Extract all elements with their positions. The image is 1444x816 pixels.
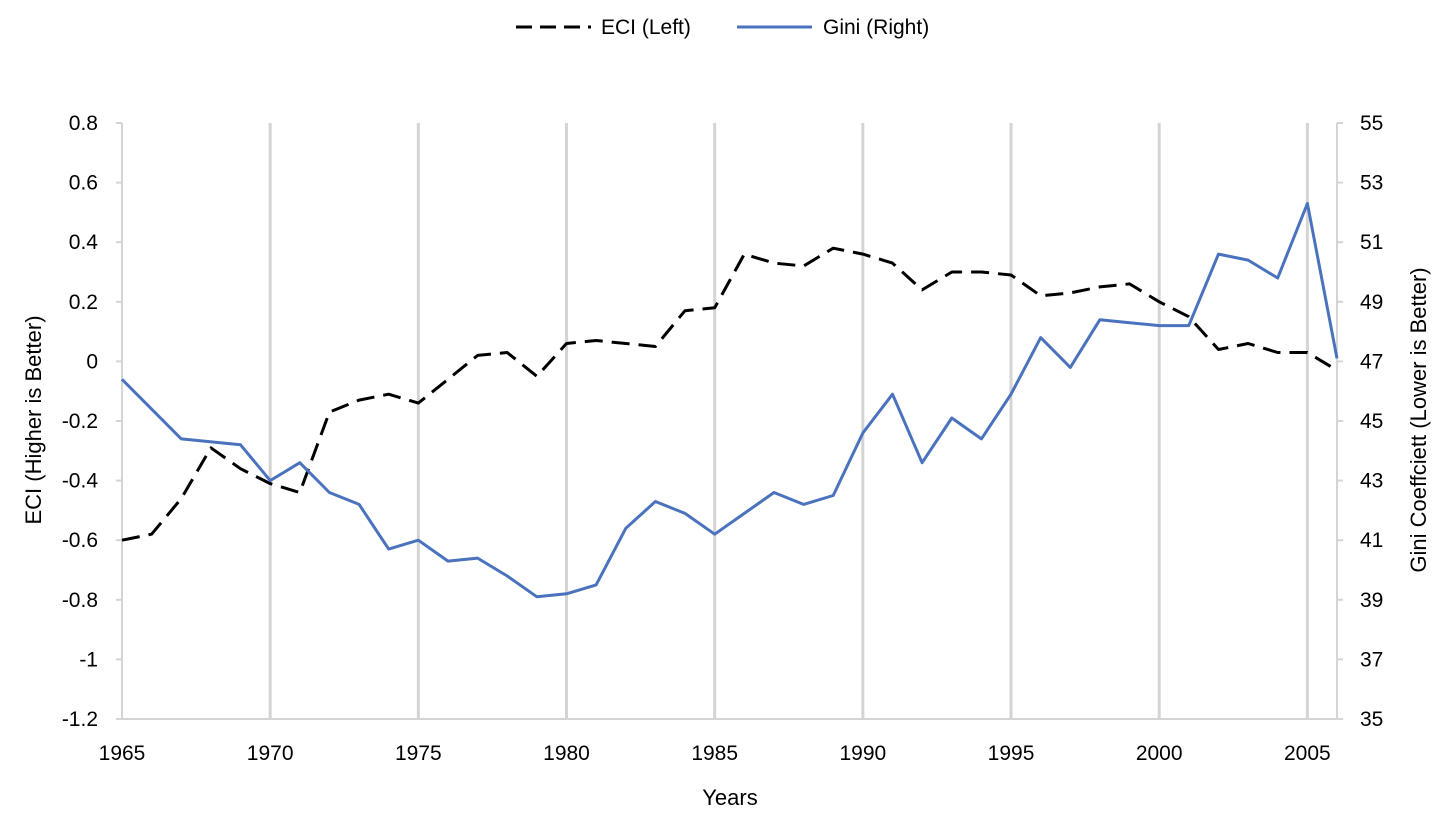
right-y-tick-label: 51 [1360,231,1383,254]
legend: ECI (Left) Gini (Right) [516,16,929,39]
right-y-tick-label: 37 [1360,648,1383,671]
x-tick-label: 1970 [247,742,294,765]
left-y-axis-title: ECI (Higher is Better) [21,315,46,524]
legend-label-eci: ECI (Left) [601,16,691,39]
left-y-tick-label: 0.4 [69,231,99,254]
x-tick-label: 2000 [1136,742,1183,765]
gini-series-line [120,202,1339,599]
left-y-tick-label: 0.6 [69,172,98,195]
right-y-tick-label: 47 [1360,350,1383,373]
right-y-tick-label: 43 [1360,470,1383,493]
left-y-tick-label: -1 [79,648,98,671]
right-y-tick-label: 55 [1360,112,1383,135]
gridlines [268,123,1309,719]
left-y-tick-label: -0.8 [62,589,98,612]
x-tick-label: 1980 [543,742,590,765]
x-tick-label: 1990 [839,742,886,765]
right-y-tick-label: 41 [1360,529,1383,552]
right-y-tick-label: 39 [1360,589,1383,612]
series-lines [120,202,1339,599]
left-y-tick-label: -0.2 [62,410,98,433]
right-y-tick-label: 53 [1360,172,1383,195]
left-y-tick-label: -1.2 [62,708,98,731]
legend-label-gini: Gini (Right) [823,16,929,39]
x-tick-label: 1965 [99,742,146,765]
right-y-tick-label: 45 [1360,410,1383,433]
x-tick-label: 1975 [395,742,442,765]
left-y-tick-label: 0.2 [69,291,98,314]
x-tick-label: 1995 [988,742,1035,765]
left-y-tick-label: 0.8 [69,112,98,135]
x-axis-title: Years [702,785,757,810]
tick-labels: 0.8 0.6 0.4 0.2 0 -0.2 -0.4 -0.6 -0.8 -1 -1.2 55 53 5… [62,112,1384,765]
left-y-tick-label: -0.6 [62,529,98,552]
left-y-tick-label: -0.4 [62,470,99,493]
right-y-tick-label: 35 [1360,708,1383,731]
axes [121,123,1338,720]
right-y-axis-title: Gini Coeffciett (Lower is Better) [1406,267,1431,572]
left-y-tick-label: 0 [86,350,98,373]
x-tick-label: 2005 [1284,742,1331,765]
right-y-tick-label: 49 [1360,291,1383,314]
x-tick-label: 1985 [691,742,738,765]
eci-series-line [121,246,1338,542]
